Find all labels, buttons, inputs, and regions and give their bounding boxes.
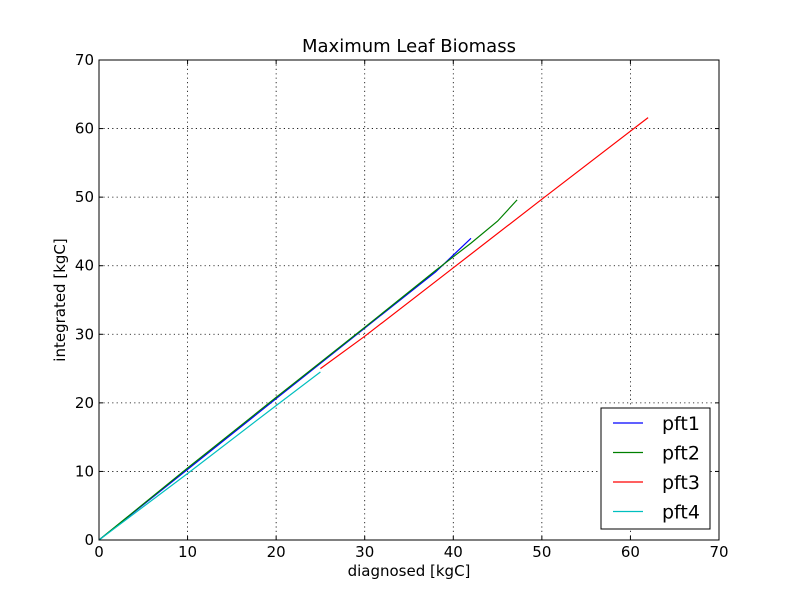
legend-label-pft1: pft1 <box>662 413 700 435</box>
x-tick-label: 50 <box>532 543 551 561</box>
x-tick-label: 20 <box>267 543 286 561</box>
x-tick-label: 0 <box>94 543 104 561</box>
legend: pft1 pft2 pft3 pft4 <box>600 407 711 530</box>
series-line-pft3 <box>320 117 649 370</box>
y-tick-label: 30 <box>75 325 94 343</box>
y-tick-label: 40 <box>75 257 94 275</box>
x-tick-label: 60 <box>621 543 640 561</box>
chart-title: Maximum Leaf Biomass <box>302 36 516 57</box>
y-tick-label: 20 <box>75 394 94 412</box>
x-tick-label: 40 <box>444 543 463 561</box>
x-tick-label: 30 <box>355 543 374 561</box>
y-tick-label: 70 <box>75 51 94 69</box>
ticks: 0 10 20 30 40 50 60 70 0 10 20 30 40 50 60 70 <box>75 51 729 561</box>
legend-label-pft3: pft3 <box>662 472 700 494</box>
series-layer <box>98 117 649 541</box>
series-line-pft4 <box>98 371 321 541</box>
y-tick-label: 0 <box>84 531 94 549</box>
plot-frame <box>98 59 720 541</box>
legend-box <box>600 407 711 530</box>
series-line-pft2 <box>98 199 518 541</box>
y-tick-label: 10 <box>75 462 94 480</box>
x-tick-label: 10 <box>178 543 197 561</box>
x-tick-label: 70 <box>709 543 728 561</box>
y-tick-label: 60 <box>75 120 94 138</box>
x-axis-label: diagnosed [kgC] <box>348 562 471 580</box>
y-axis-label: integrated [kgC] <box>51 238 69 361</box>
y-tick-label: 50 <box>75 188 94 206</box>
legend-label-pft4: pft4 <box>662 502 700 524</box>
legend-label-pft2: pft2 <box>662 443 700 465</box>
